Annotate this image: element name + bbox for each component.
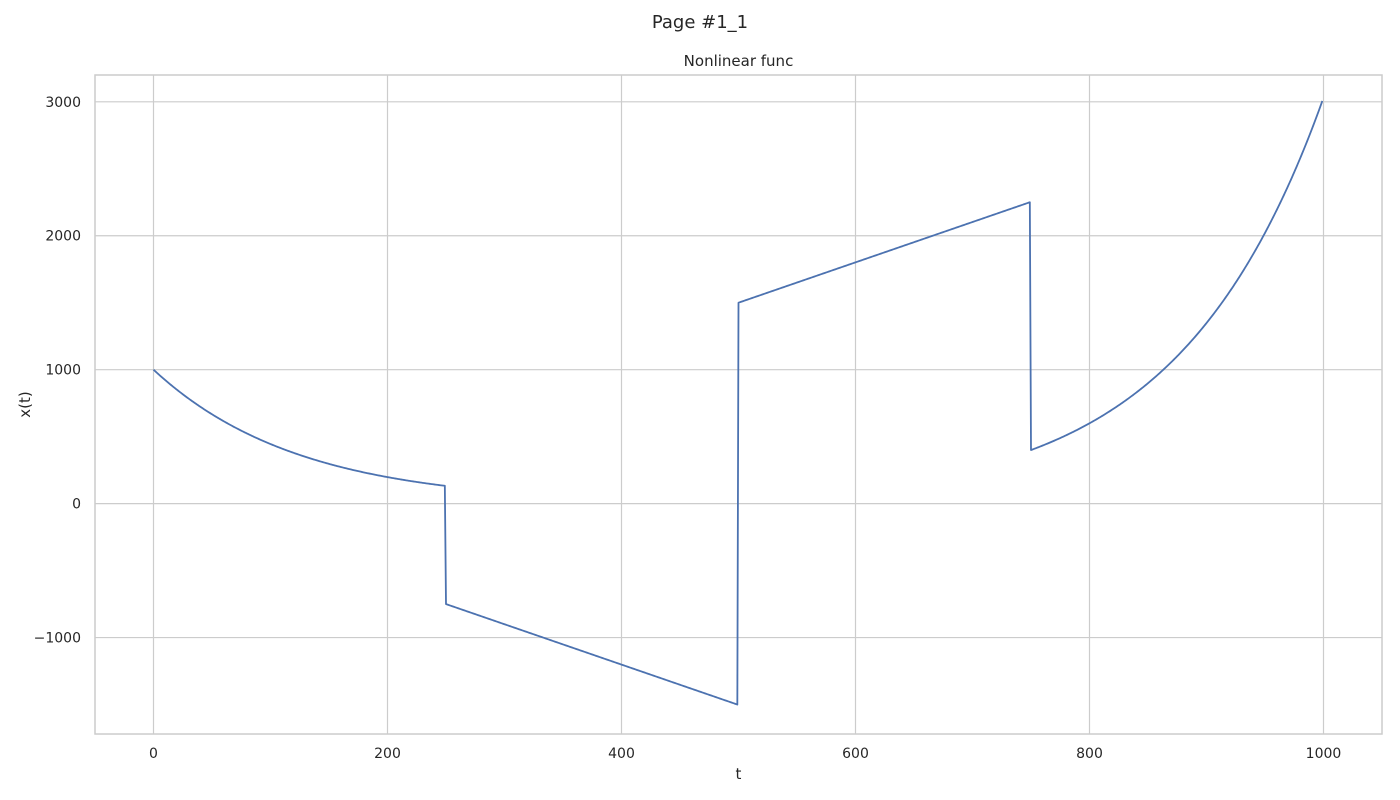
y-tick-label: 2000 bbox=[45, 229, 81, 245]
y-axis-ticks: −1000 0 1000 2000 3000 bbox=[34, 95, 81, 647]
x-tick-label: 0 bbox=[149, 746, 158, 762]
x-axis-ticks: 0 200 400 600 800 1000 bbox=[149, 746, 1341, 762]
x-tick-label: 1000 bbox=[1306, 746, 1342, 762]
y-tick-label: 0 bbox=[72, 497, 81, 513]
x-tick-label: 200 bbox=[374, 746, 401, 762]
chart-title: Nonlinear func bbox=[684, 52, 794, 70]
axes-frame bbox=[94, 74, 1383, 735]
x-axis-label: t bbox=[736, 765, 742, 783]
x-tick-label: 800 bbox=[1076, 746, 1103, 762]
y-tick-label: 3000 bbox=[45, 95, 81, 111]
y-axis-label: x(t) bbox=[16, 391, 34, 417]
axes-border bbox=[94, 74, 1383, 735]
y-tick-label: 1000 bbox=[45, 363, 81, 379]
y-tick-label: −1000 bbox=[34, 631, 81, 647]
series-line bbox=[152, 100, 1324, 706]
x-tick-label: 400 bbox=[608, 746, 635, 762]
x-tick-label: 600 bbox=[842, 746, 869, 762]
series-group bbox=[152, 100, 1324, 706]
page-title: Page #1_1 bbox=[651, 12, 749, 33]
